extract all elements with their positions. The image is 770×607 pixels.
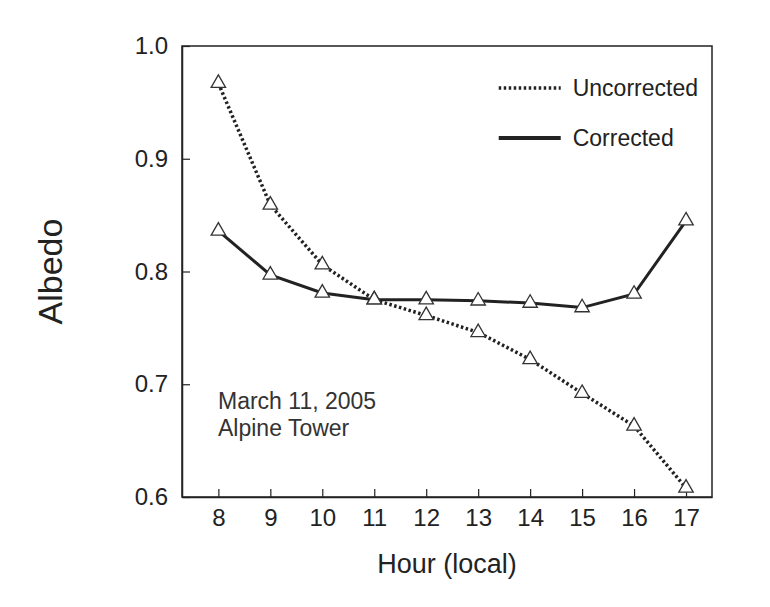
x-tick-label: 11: [362, 504, 387, 531]
legend-swatch: [499, 86, 561, 90]
x-tick: 16: [621, 489, 648, 531]
x-tick-label: 14: [517, 504, 544, 531]
plot: 8 9 10 11 12 13 14 15 16 17 0.6 0.7 0.8 0.9 1.0 March 1…: [135, 32, 713, 531]
x-tick-label: 9: [264, 504, 277, 531]
y-tick: 0.6: [135, 483, 190, 510]
x-tick-mark: [478, 489, 479, 497]
x-tick: 15: [569, 489, 596, 531]
marker: [211, 75, 225, 87]
x-tick-mark: [530, 489, 531, 497]
x-tick-mark: [270, 489, 271, 497]
marker: [315, 285, 329, 297]
x-tick: 17: [673, 489, 700, 531]
y-tick: 0.7: [135, 370, 190, 397]
y-tick-mark: [182, 384, 190, 385]
marker: [679, 212, 693, 224]
x-tick: 14: [517, 489, 544, 531]
y-tick: 0.9: [135, 145, 190, 172]
legend-item: Uncorrected: [499, 75, 698, 101]
x-tick: 10: [309, 489, 336, 531]
x-tick: 8: [212, 489, 225, 531]
y-tick: 1.0: [135, 32, 190, 59]
x-tick-label: 10: [309, 504, 336, 531]
x-tick-label: 12: [413, 504, 440, 531]
x-tick: 12: [413, 489, 440, 531]
marker: [679, 480, 693, 492]
x-tick-label: 16: [621, 504, 648, 531]
legend-label: Uncorrected: [573, 75, 698, 101]
x-axis-line: [183, 497, 713, 499]
series-line: [218, 221, 686, 308]
annotation-text: Alpine Tower: [218, 415, 350, 441]
series-line: [218, 83, 686, 488]
y-tick: 0.8: [135, 258, 190, 285]
data-layer: [211, 75, 693, 492]
x-tick-label: 13: [465, 504, 492, 531]
marker: [627, 418, 641, 430]
x-tick-label: 15: [569, 504, 596, 531]
y-tick-mark: [182, 497, 190, 498]
x-tick-label: 8: [212, 504, 225, 531]
marker: [575, 299, 589, 311]
x-tick: 9: [264, 489, 277, 531]
x-tick: 13: [465, 489, 492, 531]
legend: Uncorrected Corrected: [499, 75, 698, 151]
marker: [263, 267, 277, 279]
y-tick-mark: [182, 271, 190, 272]
marker: [471, 292, 485, 304]
x-axis: 8 9 10 11 12 13 14 15 16 17: [183, 489, 713, 531]
annotation: March 11, 2005Alpine Tower: [218, 388, 376, 441]
legend-label: Corrected: [573, 125, 674, 151]
x-axis-title: Hour (local): [377, 549, 517, 579]
y-tick-label: 0.8: [135, 258, 168, 285]
x-tick-mark: [426, 489, 427, 497]
y-axis-title: Albedo: [31, 219, 69, 325]
legend-item: Corrected: [499, 125, 674, 151]
y-axis: 0.6 0.7 0.8 0.9 1.0: [135, 32, 190, 510]
marker: [471, 324, 485, 336]
marker: [263, 197, 277, 209]
marker: [523, 295, 537, 307]
y-tick-label: 1.0: [135, 32, 168, 59]
x-tick-mark: [582, 489, 583, 497]
marker: [575, 385, 589, 397]
marker: [211, 223, 225, 235]
y-tick-label: 0.7: [135, 370, 168, 397]
marker: [367, 291, 381, 303]
y-tick-mark: [182, 159, 190, 160]
x-tick-label: 17: [673, 504, 700, 531]
x-tick-mark: [322, 489, 323, 497]
legend-swatch: [499, 136, 561, 140]
x-tick-mark: [374, 489, 375, 497]
marker: [523, 351, 537, 363]
plot-frame: [182, 46, 712, 497]
marker: [315, 256, 329, 268]
y-tick-mark: [182, 46, 190, 47]
x-tick-mark: [218, 489, 219, 497]
y-tick-label: 0.6: [135, 483, 168, 510]
x-tick: 11: [362, 489, 387, 531]
marker: [419, 291, 433, 303]
y-tick-label: 0.9: [135, 145, 168, 172]
annotation-text: March 11, 2005: [218, 388, 376, 414]
chart: 8 9 10 11 12 13 14 15 16 17 0.6 0.7 0.8 0.9 1.0 March 1…: [0, 0, 770, 607]
x-tick-mark: [634, 489, 635, 497]
marker: [419, 307, 433, 319]
marker: [627, 286, 641, 298]
